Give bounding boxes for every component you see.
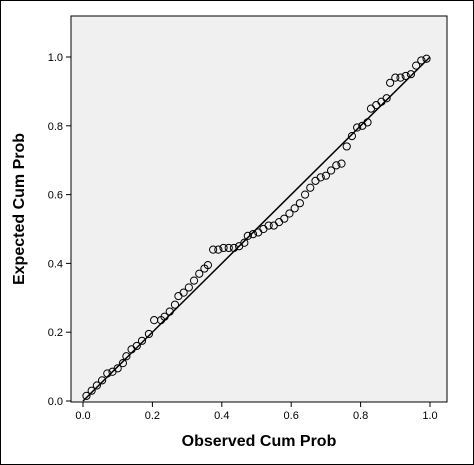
data-point xyxy=(401,71,410,81)
data-point xyxy=(179,288,188,297)
x-tick-label: 1.0 xyxy=(422,410,437,422)
data-point xyxy=(417,56,426,65)
data-point xyxy=(385,78,395,87)
data-point xyxy=(382,94,391,103)
y-tick-label: 1.0 xyxy=(48,52,63,64)
data-point xyxy=(137,336,147,345)
data-point xyxy=(406,70,416,79)
data-point xyxy=(118,359,128,368)
data-point xyxy=(412,61,421,70)
data-point xyxy=(295,199,304,208)
data-point xyxy=(144,329,154,339)
data-point xyxy=(240,238,249,247)
x-tick-label: 0.0 xyxy=(75,410,90,422)
data-point xyxy=(290,204,299,213)
y-tick-label: 0.8 xyxy=(48,121,63,133)
data-point xyxy=(300,190,310,199)
y-tick-label: 0.6 xyxy=(48,190,63,202)
data-point xyxy=(342,142,351,151)
x-tick-label: 0.2 xyxy=(145,410,160,422)
data-point xyxy=(82,391,91,400)
x-axis: 0.0 0.2 0.4 0.6 0.8 1.0 xyxy=(75,402,438,422)
data-point xyxy=(264,221,273,230)
y-axis: 0.0 0.2 0.4 0.6 0.8 1.0 xyxy=(48,52,71,408)
data-point xyxy=(391,73,400,82)
x-tick-label: 0.8 xyxy=(353,410,368,422)
data-point xyxy=(316,173,325,182)
y-tick-label: 0.4 xyxy=(48,258,63,270)
data-point xyxy=(248,230,258,239)
data-point xyxy=(347,132,357,141)
data-point xyxy=(280,214,289,223)
data-point xyxy=(97,376,107,385)
data-point xyxy=(337,159,346,168)
data-point xyxy=(332,161,341,170)
x-axis-title: Observed Cum Prob xyxy=(182,433,337,450)
data-point xyxy=(195,269,204,278)
y-axis-title: Expected Cum Prob xyxy=(11,133,28,285)
data-point xyxy=(396,73,405,82)
data-point xyxy=(189,276,199,285)
data-point xyxy=(92,381,101,390)
data-point xyxy=(243,231,252,240)
data-point xyxy=(306,183,315,192)
data-point xyxy=(219,243,228,253)
data-point xyxy=(203,261,213,270)
data-point xyxy=(422,54,431,63)
data-point xyxy=(165,307,174,316)
data-point xyxy=(160,312,169,321)
data-point xyxy=(87,386,96,395)
plot-area xyxy=(70,15,448,403)
data-point xyxy=(285,209,294,218)
y-tick-label: 0.2 xyxy=(48,327,63,339)
y-tick-label: 0.0 xyxy=(48,396,63,408)
data-point xyxy=(321,171,330,180)
data-point xyxy=(113,364,122,373)
data-point xyxy=(214,245,223,254)
data-point xyxy=(224,243,233,253)
data-point xyxy=(122,352,131,361)
data-point xyxy=(229,243,239,253)
x-tick-label: 0.6 xyxy=(284,410,299,422)
data-point xyxy=(363,118,372,127)
data-point xyxy=(132,341,141,351)
data-point xyxy=(184,283,193,292)
data-point xyxy=(327,166,336,175)
data-point xyxy=(209,245,218,254)
data-point xyxy=(103,369,112,378)
data-points xyxy=(82,54,431,400)
data-point xyxy=(170,300,180,309)
data-point xyxy=(353,123,362,132)
x-tick-label: 0.4 xyxy=(214,410,229,422)
